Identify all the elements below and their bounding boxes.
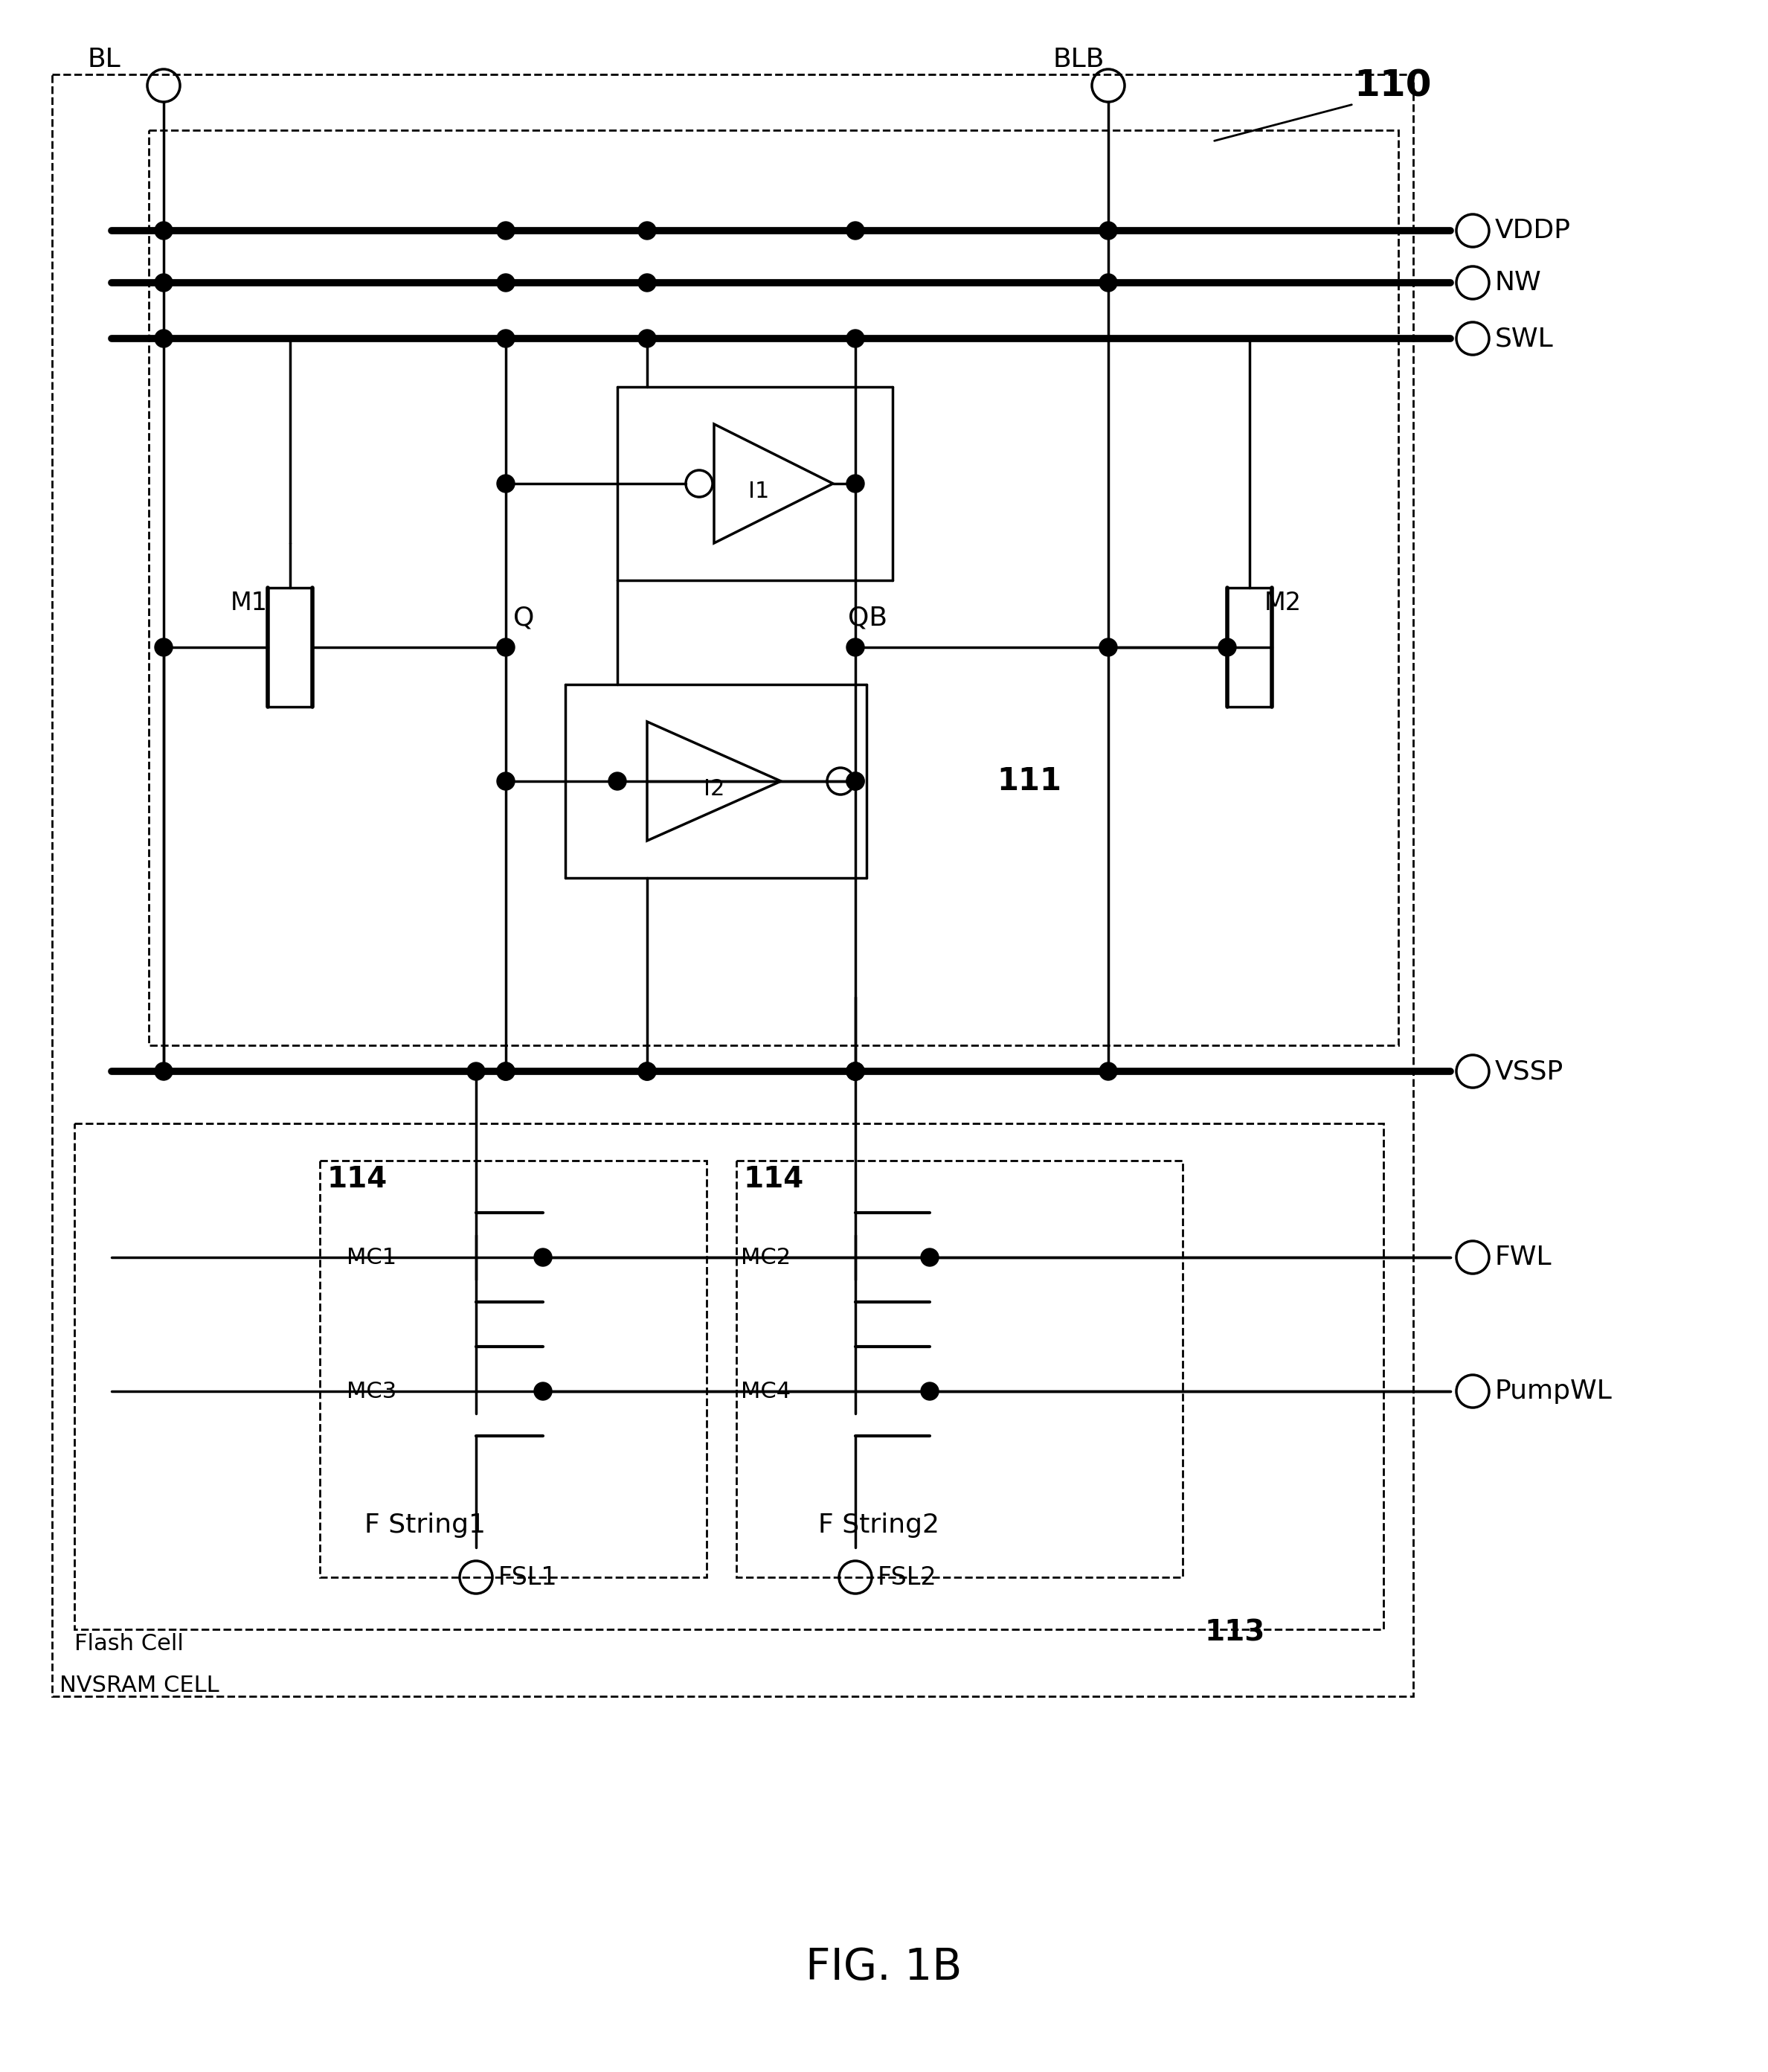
Circle shape [497, 1063, 514, 1080]
Circle shape [156, 1063, 173, 1080]
Text: BL: BL [87, 48, 120, 73]
Circle shape [1100, 274, 1117, 292]
Circle shape [638, 329, 656, 348]
Text: Q: Q [513, 605, 534, 630]
Bar [320, 1160, 707, 1577]
Circle shape [156, 329, 173, 348]
Text: M2: M2 [1264, 591, 1301, 615]
Text: I2: I2 [704, 777, 725, 800]
Circle shape [638, 274, 656, 292]
Circle shape [921, 1249, 939, 1266]
Circle shape [497, 638, 514, 657]
Text: F String1: F String1 [364, 1513, 486, 1537]
Text: F String2: F String2 [819, 1513, 939, 1537]
Text: 114: 114 [744, 1164, 804, 1193]
Text: FSL2: FSL2 [877, 1564, 937, 1589]
Circle shape [534, 1249, 552, 1266]
Text: FIG. 1B: FIG. 1B [806, 1946, 962, 1989]
Circle shape [847, 1063, 865, 1080]
Text: VSSP: VSSP [1496, 1059, 1563, 1084]
Circle shape [497, 274, 514, 292]
Circle shape [156, 222, 173, 240]
Circle shape [638, 1063, 656, 1080]
Circle shape [467, 1063, 484, 1080]
Circle shape [534, 1382, 552, 1401]
Text: MC3: MC3 [347, 1380, 396, 1403]
Circle shape [847, 638, 865, 657]
Bar [74, 1123, 1383, 1629]
Bar [51, 75, 1413, 1697]
Circle shape [497, 1063, 514, 1080]
Circle shape [1100, 638, 1117, 657]
Text: 111: 111 [997, 765, 1061, 798]
Text: QB: QB [849, 605, 888, 630]
Circle shape [847, 329, 865, 348]
Circle shape [497, 222, 514, 240]
Circle shape [847, 773, 865, 789]
Text: MC4: MC4 [741, 1380, 790, 1403]
Text: SWL: SWL [1496, 325, 1554, 350]
Text: MC2: MC2 [741, 1247, 790, 1268]
Text: 113: 113 [1206, 1618, 1266, 1647]
Text: BLB: BLB [1052, 48, 1105, 73]
Circle shape [1100, 1063, 1117, 1080]
Circle shape [847, 474, 865, 493]
Circle shape [497, 329, 514, 348]
Circle shape [847, 222, 865, 240]
Text: 114: 114 [327, 1164, 387, 1193]
Circle shape [497, 773, 514, 789]
Text: M1: M1 [230, 591, 267, 615]
Text: Flash Cell: Flash Cell [74, 1633, 184, 1656]
Text: NW: NW [1496, 269, 1542, 296]
Circle shape [608, 773, 626, 789]
Text: FWL: FWL [1496, 1245, 1552, 1270]
Circle shape [847, 1063, 865, 1080]
Circle shape [847, 1063, 865, 1080]
Circle shape [847, 773, 865, 789]
Text: NVSRAM CELL: NVSRAM CELL [60, 1674, 219, 1695]
Text: FSL1: FSL1 [499, 1564, 557, 1589]
Circle shape [156, 274, 173, 292]
Circle shape [1100, 222, 1117, 240]
Circle shape [638, 222, 656, 240]
Circle shape [156, 638, 173, 657]
Circle shape [1218, 638, 1236, 657]
Circle shape [497, 474, 514, 493]
Bar [735, 1160, 1183, 1577]
Circle shape [921, 1382, 939, 1401]
Text: PumpWL: PumpWL [1496, 1378, 1612, 1405]
Text: I1: I1 [748, 481, 769, 501]
Text: 110: 110 [1354, 68, 1432, 104]
Text: VDDP: VDDP [1496, 218, 1572, 242]
Circle shape [638, 1063, 656, 1080]
Text: MC1: MC1 [347, 1247, 396, 1268]
Bar [149, 131, 1398, 1044]
